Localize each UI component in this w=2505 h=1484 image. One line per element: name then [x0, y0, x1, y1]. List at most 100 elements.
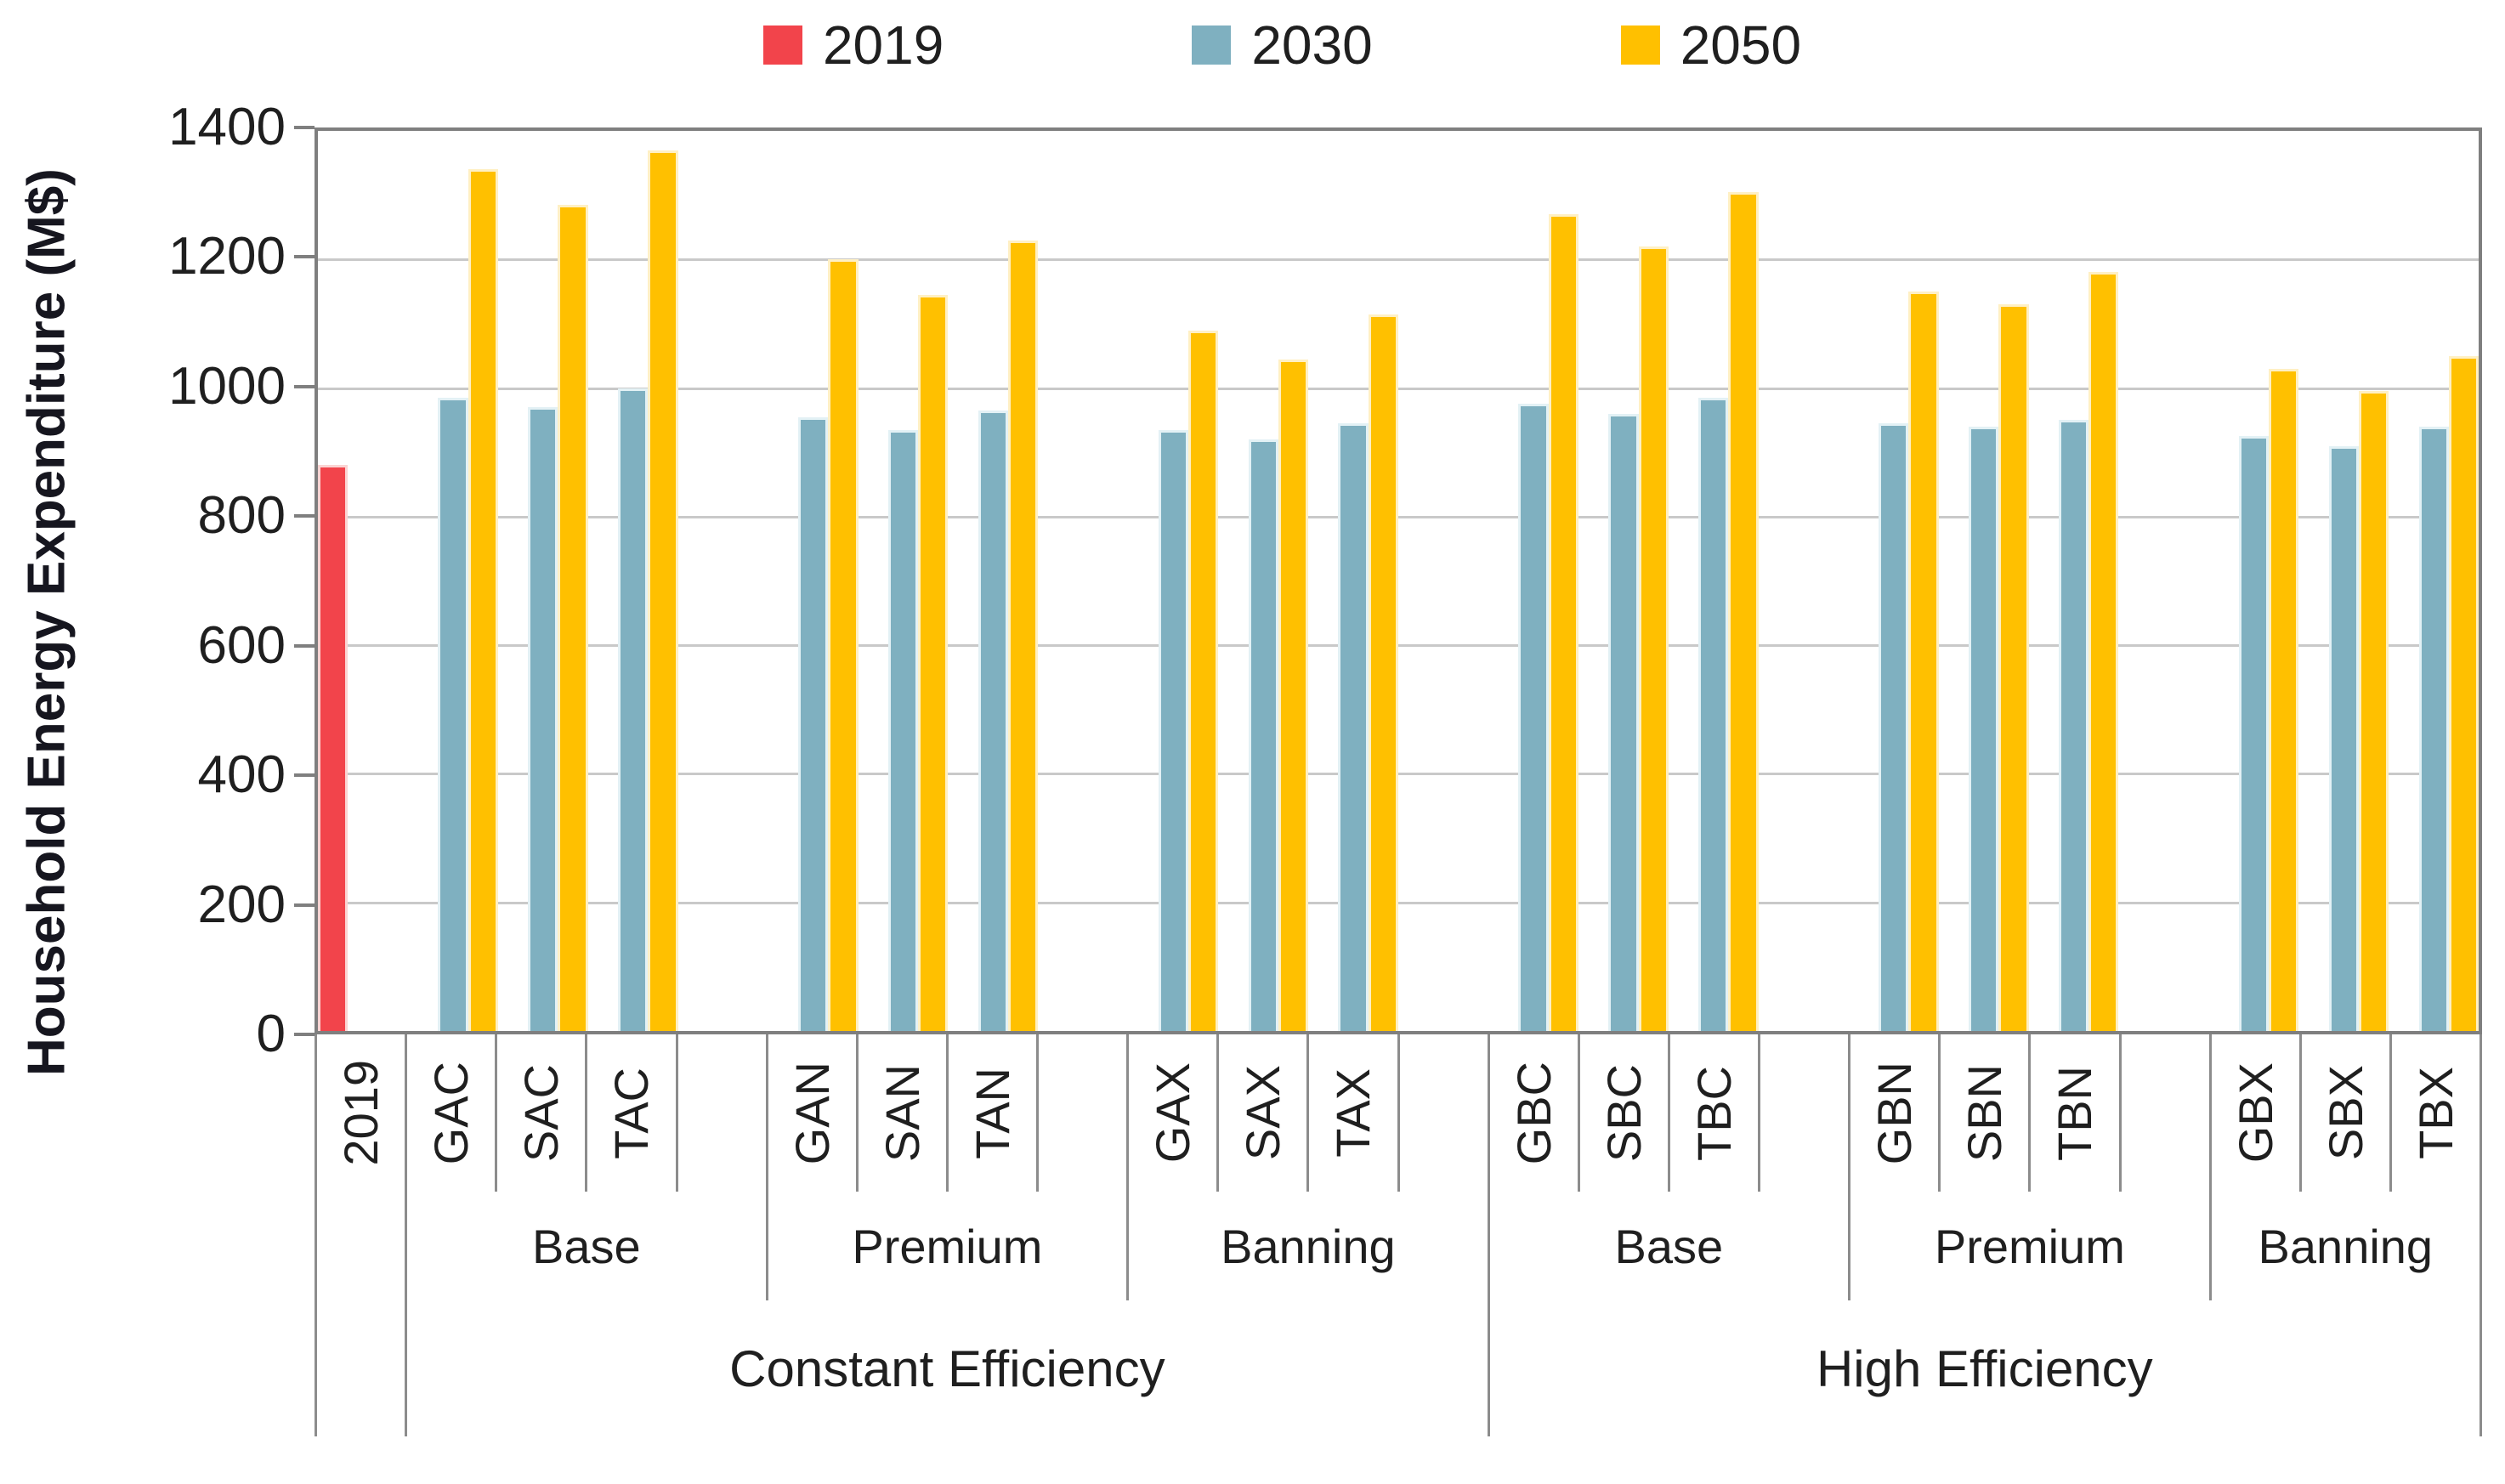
bar-slot-2030: [1338, 131, 1369, 1031]
scenario-group-empty: [317, 1192, 408, 1300]
category-label-cell-TAC: TAC: [587, 1034, 678, 1192]
y-tick-mark: [294, 255, 315, 259]
category-label: TBN: [2048, 1065, 2102, 1161]
bar-GAN-2030: [797, 416, 829, 1031]
bar-GAC-2030: [438, 397, 468, 1031]
bar-slot-2050: [468, 131, 498, 1031]
bar-slot-2030: [1968, 131, 1999, 1031]
y-axis-tick-labels: 1400 1200 1000 800 600 400 200 0: [0, 101, 286, 1061]
legend-item-2019: 2019: [762, 15, 944, 75]
category-cell-GBN: [1849, 131, 1939, 1031]
category-label: SAX: [1236, 1065, 1290, 1161]
category-label-cell-GBX: GBX: [2212, 1034, 2302, 1192]
y-tick-mark: [294, 514, 315, 518]
category-label: GAN: [785, 1061, 839, 1165]
spacer-cell: [1398, 131, 1488, 1031]
bar-TBX-2050: [2448, 355, 2479, 1031]
category-label-cell-empty: [1760, 1034, 1851, 1192]
bar-GBX-2050: [2268, 368, 2299, 1031]
bar-slot-2050: [2268, 131, 2299, 1031]
bar-slot-2030: [1518, 131, 1549, 1031]
category-label: SAC: [514, 1063, 569, 1163]
bar-slot-2030: [978, 131, 1009, 1031]
bar-slot-2030: [1158, 131, 1188, 1031]
category-label: GAX: [1146, 1062, 1200, 1164]
bar-slot-2050: [1278, 131, 1309, 1031]
category-cell-TBC: [1669, 131, 1759, 1031]
bar-cells: [318, 131, 2479, 1031]
bar-slot-2019: [1578, 131, 1608, 1031]
category-label-cell-TAN: TAN: [949, 1034, 1039, 1192]
bar-slot-2050: [918, 131, 949, 1031]
bar-slot-2019: [1488, 131, 1518, 1031]
scenario-group-row: Base Premium Banning Base Premium Banning: [315, 1192, 2482, 1300]
bar-TBC-2030: [1698, 397, 1729, 1031]
bar-SAN-2050: [918, 294, 949, 1031]
category-label-cell-empty: [2122, 1034, 2212, 1192]
category-label: SBC: [1596, 1063, 1651, 1163]
category-label-cell-SBX: SBX: [2302, 1034, 2392, 1192]
legend-item-2050: 2050: [1620, 14, 1802, 76]
bar-GBN-2030: [1878, 423, 1909, 1031]
bar-SAN-2030: [887, 429, 919, 1031]
y-tick-label: 1400: [168, 98, 286, 156]
bar-slot-2030: [2238, 131, 2269, 1031]
y-tick-mark: [294, 643, 315, 648]
bar-SBX-2030: [2328, 445, 2359, 1031]
y-tick-label: 1200: [168, 227, 286, 286]
category-label: TAC: [604, 1067, 659, 1159]
bar-slot-2030: [2328, 131, 2359, 1031]
scenario-group-label: Base: [1614, 1219, 1724, 1273]
y-axis-tick-marks: [294, 126, 315, 1036]
scenario-group-label: Premium: [1934, 1219, 2125, 1273]
bar-slot-2030: [348, 131, 377, 1031]
bar-GAN-2050: [828, 259, 859, 1031]
category-label-cell-empty: [1400, 1034, 1490, 1192]
bar-slot-2030: [438, 131, 468, 1031]
bar-slot-2019: [498, 131, 528, 1031]
bar-SBC-2050: [1638, 246, 1669, 1031]
category-label-cell-empty: [1039, 1034, 1130, 1192]
bar-GBX-2030: [2238, 436, 2269, 1031]
bar-slot-2030: [887, 131, 919, 1031]
y-tick-label: 600: [197, 615, 286, 675]
category-label-row: 2019 GAC SAC TAC GAN SAN TAN GAX SAX TAX GBC SBC TBC…: [315, 1034, 2482, 1192]
bar-slot-2030: [1878, 131, 1909, 1031]
category-cell-SAC: [498, 131, 588, 1031]
bar-slot-2030: [2418, 131, 2449, 1031]
category-cell-GAN: [768, 131, 859, 1031]
bar-slot-2019: [768, 131, 798, 1031]
bar-SAX-2050: [1278, 359, 1309, 1031]
category-cell-TAN: [948, 131, 1039, 1031]
bar-slot-2050: [558, 131, 588, 1031]
bar-TAX-2030: [1338, 423, 1369, 1031]
category-cell-GAX: [1128, 131, 1219, 1031]
bar-GAX-2030: [1158, 429, 1188, 1031]
category-label: SAN: [875, 1063, 929, 1163]
bar-TBC-2050: [1728, 191, 1759, 1031]
bar-slot-2050: [1998, 131, 2029, 1031]
bar-slot-2019: [2029, 131, 2059, 1031]
bar-slot-2050: [828, 131, 859, 1031]
spacer-cell: [1759, 131, 1849, 1031]
spacer-cell: [1038, 131, 1128, 1031]
bar-GBN-2050: [1908, 292, 1939, 1031]
bar-slot-2050: [2448, 131, 2479, 1031]
efficiency-group-label: High Efficiency: [1816, 1340, 2153, 1397]
bar-GAX-2050: [1187, 330, 1219, 1031]
category-cell-TAC: [588, 131, 678, 1031]
bar-slot-2030: [618, 131, 649, 1031]
gridline: [318, 258, 2479, 262]
category-label: GBC: [1506, 1061, 1561, 1165]
category-cell-GAC: [408, 131, 498, 1031]
bar-slot-2019: [318, 131, 349, 1031]
category-label: 2019: [334, 1060, 388, 1166]
legend-swatch-icon: [1620, 25, 1660, 65]
legend-label: 2030: [1251, 14, 1373, 76]
bar-slot-2050: [1008, 131, 1039, 1031]
bar-TAN-2030: [978, 411, 1009, 1031]
category-cell-TBX: [2389, 131, 2479, 1031]
bar-slot-2019: [588, 131, 618, 1031]
bar-slot-2019: [1218, 131, 1248, 1031]
legend-label: 2050: [1680, 14, 1802, 76]
